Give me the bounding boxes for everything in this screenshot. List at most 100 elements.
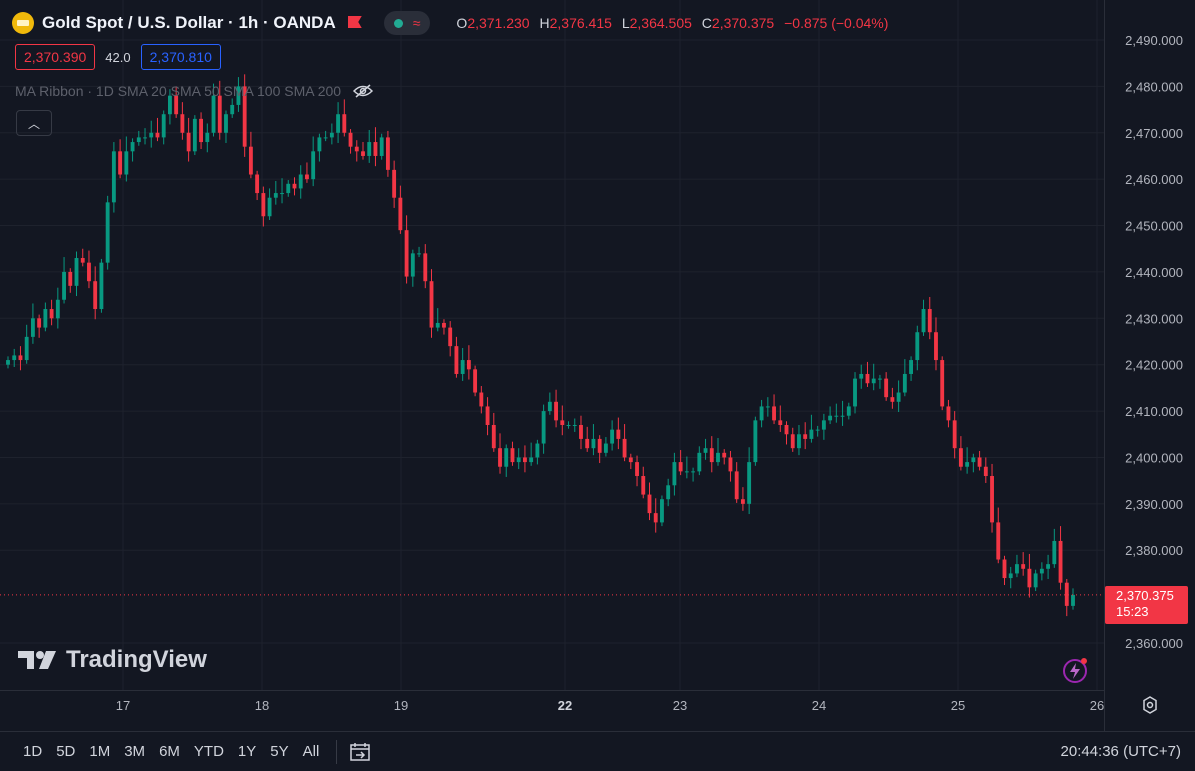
candle-body xyxy=(49,309,54,319)
candle-body xyxy=(504,448,509,467)
x-tick-label: 23 xyxy=(673,698,687,713)
chevron-up-icon: ︿ xyxy=(27,116,40,131)
candle-body xyxy=(890,397,895,402)
candle-body xyxy=(323,137,328,139)
range-button-1m[interactable]: 1M xyxy=(89,743,111,760)
symbol-title[interactable]: Gold Spot / U.S. Dollar · 1h · OANDA xyxy=(42,13,336,32)
candle-body xyxy=(660,499,664,523)
sell-price-button[interactable]: 2,370.390 xyxy=(15,44,96,70)
x-tick-label: 17 xyxy=(116,698,130,713)
x-tick-label: 22 xyxy=(558,698,572,713)
candle-body xyxy=(672,462,677,486)
candle-body xyxy=(373,142,378,156)
candle-body xyxy=(790,434,795,449)
eye-hidden-icon[interactable] xyxy=(353,84,374,98)
candle-body xyxy=(971,457,976,463)
candle-body xyxy=(603,443,608,453)
bottom-toolbar: 1D 5D 1M 3M 6M YTD 1Y 5Y All 20:44:36 (U… xyxy=(0,731,1195,771)
candle-body xyxy=(560,420,565,425)
candle-body xyxy=(566,424,571,426)
candle-body xyxy=(597,438,602,453)
gear-icon[interactable] xyxy=(1140,695,1160,715)
market-status-pill[interactable]: ≈ xyxy=(383,11,431,35)
candle-body xyxy=(1002,559,1007,579)
candle-body xyxy=(435,322,440,328)
candle-body xyxy=(155,132,160,138)
candle-body xyxy=(242,86,247,147)
ohlc-change: −0.875 (−0.04%) xyxy=(784,15,889,31)
ohlc-open-value: 2,371.230 xyxy=(467,15,530,31)
buy-price-button[interactable]: 2,370.810 xyxy=(140,44,221,70)
candle-body xyxy=(529,457,534,463)
candle-body xyxy=(280,193,284,195)
indicator-legend[interactable]: MA Ribbon · 1D SMA 20 SMA 50 SMA 100 SMA… xyxy=(15,83,374,99)
range-button-6m[interactable]: 6M xyxy=(159,743,180,760)
candle-body xyxy=(877,378,882,380)
candle-body xyxy=(24,336,29,361)
candle-body xyxy=(977,457,982,467)
candle-body xyxy=(666,485,671,500)
candle-body xyxy=(423,253,428,282)
candle-body xyxy=(149,132,154,138)
candle-body xyxy=(653,513,658,523)
ohlc-high-key: H xyxy=(539,15,550,31)
candle-body xyxy=(192,118,197,152)
candle-body xyxy=(30,318,35,337)
range-button-3m[interactable]: 3M xyxy=(124,743,146,760)
price-chart[interactable]: 2,490.000 2,480.000 2,470.000 2,460.000 2,45… xyxy=(0,0,1195,731)
range-button-1d[interactable]: 1D xyxy=(23,743,43,760)
candle-body xyxy=(205,132,210,143)
flag-icon[interactable] xyxy=(348,16,362,30)
candle-body xyxy=(37,318,42,328)
candle-body xyxy=(143,137,147,139)
candle-body xyxy=(734,471,739,500)
x-tick-label: 18 xyxy=(255,698,269,713)
indicator-label: MA Ribbon · 1D SMA 20 SMA 50 SMA 100 SMA… xyxy=(15,83,342,99)
range-button-ytd[interactable]: YTD xyxy=(193,743,224,760)
range-button-5y[interactable]: 5Y xyxy=(270,743,289,760)
tradingview-logo[interactable]: TradingView xyxy=(18,646,207,674)
market-open-dot-icon xyxy=(393,18,403,28)
candle-body xyxy=(55,299,60,319)
y-tick-label: 2,420.000 xyxy=(1125,358,1183,373)
last-price-value: 2,370.375 xyxy=(1116,588,1174,603)
candle-body xyxy=(859,373,864,379)
candle-body xyxy=(1064,582,1069,606)
calendar-goto-icon[interactable] xyxy=(349,741,371,763)
candle-body xyxy=(43,309,48,328)
candle-body xyxy=(684,471,689,473)
y-tick-label: 2,380.000 xyxy=(1125,543,1183,558)
candle-body xyxy=(547,401,552,412)
candle-body xyxy=(772,406,776,421)
candle-body xyxy=(541,411,546,444)
candle-body xyxy=(871,378,876,384)
ohlc-values: O2,371.230 H2,376.415 L2,364.505 C2,370.… xyxy=(450,15,888,31)
range-button-all[interactable]: All xyxy=(302,743,320,760)
ohlc-low-key: L xyxy=(621,15,630,31)
candle-body xyxy=(361,151,365,156)
collapse-legend-button[interactable]: ︿ xyxy=(16,110,52,136)
spread-value: 42.0 xyxy=(105,49,131,65)
y-tick-label: 2,470.000 xyxy=(1125,126,1183,141)
candle-body xyxy=(410,253,415,277)
candle-body xyxy=(105,202,110,263)
candle-body xyxy=(18,355,23,361)
lightning-icon[interactable] xyxy=(1062,657,1088,683)
candle-body xyxy=(1027,568,1032,588)
candle-body xyxy=(765,406,770,408)
range-button-5d[interactable]: 5D xyxy=(56,743,76,760)
bar-countdown: 15:23 xyxy=(1116,604,1149,619)
candle-body xyxy=(846,406,851,416)
candle-body xyxy=(784,424,789,435)
candle-body xyxy=(224,114,228,133)
candle-body xyxy=(902,373,907,393)
clock-timezone[interactable]: 20:44:36 (UTC+7) xyxy=(1060,743,1181,760)
candle-body xyxy=(273,193,278,198)
candle-body xyxy=(6,360,10,365)
candle-body xyxy=(622,438,627,458)
range-button-1y[interactable]: 1Y xyxy=(237,743,257,760)
candle-body xyxy=(753,420,758,463)
candle-body xyxy=(834,415,839,417)
y-tick-label: 2,450.000 xyxy=(1125,219,1183,234)
